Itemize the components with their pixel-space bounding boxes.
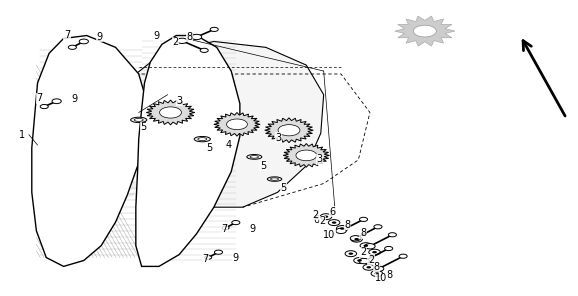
Text: 7: 7 [221, 224, 227, 234]
Circle shape [369, 249, 380, 255]
Circle shape [278, 125, 300, 136]
Text: 5: 5 [140, 122, 146, 132]
Text: 2: 2 [320, 216, 325, 226]
Polygon shape [283, 144, 329, 167]
Circle shape [371, 271, 383, 276]
Text: 8: 8 [373, 262, 379, 272]
Circle shape [349, 252, 353, 255]
Circle shape [336, 226, 348, 231]
Text: 2: 2 [368, 255, 374, 265]
Circle shape [399, 254, 407, 258]
Text: 7: 7 [203, 254, 209, 264]
Ellipse shape [194, 136, 210, 142]
Polygon shape [214, 112, 260, 136]
Text: 10: 10 [375, 273, 388, 283]
Polygon shape [395, 16, 455, 46]
Text: 3: 3 [176, 96, 182, 106]
Circle shape [328, 220, 340, 226]
Ellipse shape [131, 117, 147, 123]
Circle shape [222, 226, 229, 230]
Circle shape [375, 272, 379, 275]
Circle shape [388, 233, 397, 237]
Circle shape [363, 264, 375, 270]
Ellipse shape [134, 118, 143, 121]
Text: 5: 5 [260, 161, 266, 171]
Text: 7: 7 [36, 93, 42, 103]
Polygon shape [136, 41, 324, 207]
Circle shape [332, 221, 336, 224]
Circle shape [52, 99, 61, 104]
Polygon shape [32, 36, 147, 266]
Circle shape [40, 104, 49, 109]
Circle shape [324, 215, 328, 218]
Circle shape [336, 228, 346, 234]
Text: 3: 3 [276, 133, 281, 143]
Text: 5: 5 [280, 183, 286, 193]
Text: 7: 7 [64, 30, 70, 40]
Circle shape [354, 258, 365, 263]
Text: 8: 8 [387, 270, 392, 280]
Circle shape [384, 247, 392, 251]
Circle shape [232, 221, 240, 225]
Polygon shape [146, 100, 195, 125]
Text: 6: 6 [314, 215, 320, 225]
Circle shape [357, 259, 362, 262]
Circle shape [320, 214, 332, 220]
Ellipse shape [247, 155, 262, 159]
Circle shape [177, 38, 187, 44]
Text: 2: 2 [173, 37, 179, 47]
Polygon shape [265, 118, 313, 143]
Text: 5: 5 [206, 143, 212, 153]
Text: 3: 3 [317, 154, 323, 164]
Circle shape [413, 25, 436, 37]
Text: 2: 2 [360, 247, 366, 257]
Text: 6: 6 [330, 207, 336, 217]
Circle shape [296, 150, 317, 161]
Circle shape [360, 243, 372, 249]
Circle shape [366, 266, 371, 268]
Text: parts
republik: parts republik [102, 140, 244, 203]
Circle shape [374, 225, 382, 229]
Circle shape [373, 266, 384, 271]
Circle shape [210, 27, 218, 31]
Circle shape [68, 45, 76, 49]
Text: 10: 10 [323, 230, 336, 240]
Circle shape [205, 256, 212, 259]
Text: 8: 8 [360, 228, 366, 238]
Text: 9: 9 [97, 32, 102, 42]
Ellipse shape [250, 156, 258, 158]
Text: 1: 1 [19, 130, 25, 140]
Circle shape [372, 251, 377, 253]
Circle shape [200, 48, 208, 52]
Circle shape [364, 244, 368, 247]
Ellipse shape [267, 177, 282, 181]
Text: 9: 9 [233, 253, 239, 263]
Circle shape [340, 227, 344, 230]
Circle shape [160, 107, 181, 118]
Circle shape [351, 236, 362, 242]
Polygon shape [136, 36, 240, 266]
Ellipse shape [271, 178, 279, 180]
Text: 8: 8 [187, 32, 192, 42]
Circle shape [360, 217, 368, 221]
Text: 9: 9 [249, 223, 255, 234]
Circle shape [365, 244, 375, 249]
Text: 9: 9 [153, 31, 159, 41]
Circle shape [354, 238, 359, 240]
Text: 2: 2 [312, 210, 318, 220]
Ellipse shape [198, 138, 207, 141]
Circle shape [214, 250, 223, 254]
Circle shape [350, 236, 361, 241]
Text: 9: 9 [71, 94, 77, 104]
Text: 8: 8 [344, 220, 350, 230]
Circle shape [227, 119, 247, 130]
Circle shape [359, 258, 369, 264]
Circle shape [345, 251, 357, 257]
Circle shape [79, 39, 88, 44]
Text: 4: 4 [225, 140, 231, 150]
Circle shape [191, 34, 202, 40]
